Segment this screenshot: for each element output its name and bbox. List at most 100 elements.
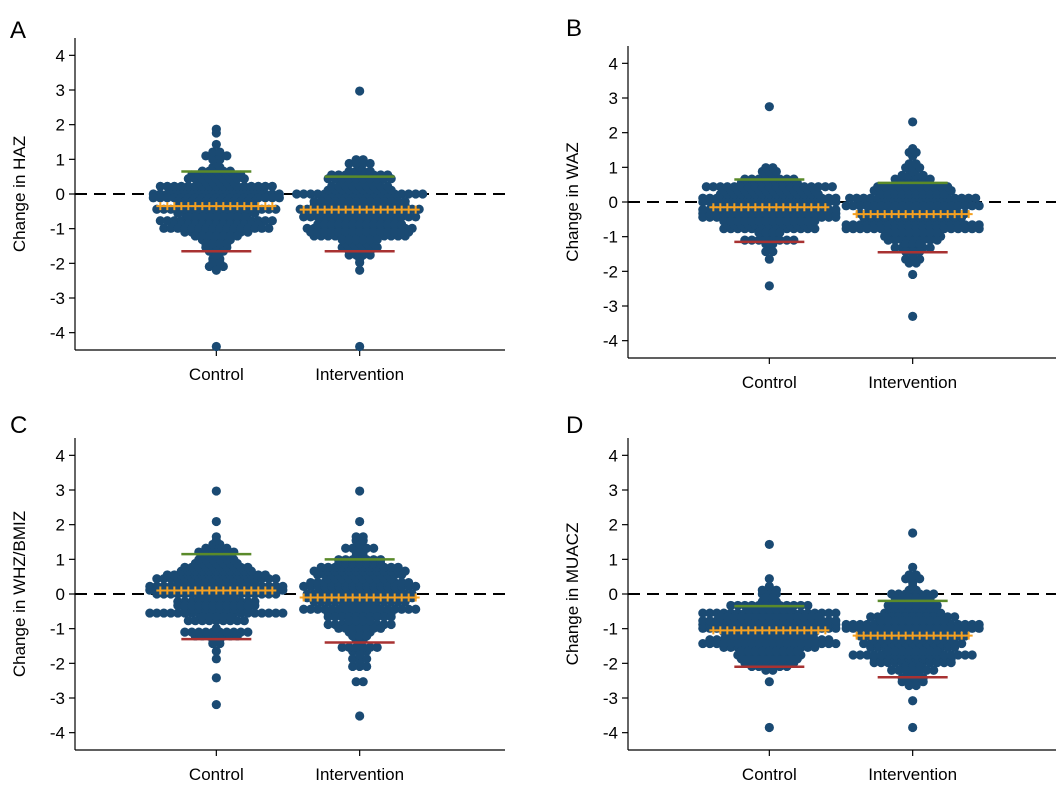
data-point — [173, 608, 183, 618]
data-point — [355, 711, 365, 721]
y-tick-label: -3 — [603, 689, 618, 708]
data-point — [747, 638, 757, 649]
data-point — [883, 623, 893, 633]
data-point — [768, 216, 778, 226]
y-tick-label: -2 — [50, 654, 65, 673]
y-tick-label: 0 — [56, 185, 65, 204]
data-point — [922, 182, 932, 192]
data-point — [764, 612, 774, 622]
data-point — [330, 208, 340, 218]
data-point — [362, 227, 372, 237]
data-point — [698, 193, 708, 203]
data-point — [232, 212, 242, 222]
data-point — [351, 616, 361, 626]
mean-marker — [327, 205, 336, 214]
data-point — [229, 223, 239, 233]
mean-marker — [306, 593, 315, 602]
data-point — [180, 600, 190, 611]
data-point — [379, 612, 389, 622]
data-point — [390, 219, 400, 230]
data-point — [775, 638, 785, 649]
data-point — [918, 170, 928, 180]
data-point — [411, 581, 421, 591]
data-point — [705, 616, 715, 626]
data-point — [775, 227, 785, 238]
data-point — [208, 258, 218, 268]
data-point — [229, 627, 239, 637]
y-tick-label: 3 — [56, 81, 65, 100]
data-point — [162, 216, 172, 226]
data-point — [264, 223, 274, 233]
data-point — [211, 673, 221, 683]
data-point — [369, 604, 379, 614]
data-point — [397, 189, 407, 199]
mean-marker — [915, 210, 924, 219]
mean-marker — [254, 202, 263, 211]
data-point — [736, 654, 746, 664]
data-point — [789, 216, 799, 226]
mean-marker — [411, 205, 420, 214]
data-point — [715, 612, 725, 622]
data-point — [796, 216, 806, 226]
data-point — [271, 608, 281, 618]
data-point — [351, 677, 361, 687]
data-point — [201, 151, 211, 161]
data-point — [761, 593, 771, 603]
data-point — [190, 616, 200, 626]
data-point — [369, 227, 379, 237]
data-point — [337, 612, 347, 622]
data-point — [376, 604, 386, 614]
data-point — [155, 193, 165, 203]
data-point — [911, 227, 921, 238]
data-point — [232, 231, 242, 241]
data-point — [764, 102, 774, 112]
data-point — [334, 227, 344, 237]
y-tick-label: 0 — [56, 585, 65, 604]
data-point — [904, 646, 914, 656]
data-point — [211, 124, 221, 134]
mean-marker — [299, 593, 308, 602]
data-point — [908, 144, 918, 154]
mean-marker — [170, 202, 179, 211]
data-point — [904, 616, 914, 626]
data-point — [953, 224, 963, 234]
data-point — [215, 638, 225, 649]
mean-marker — [397, 205, 406, 214]
data-point — [960, 650, 970, 660]
data-point — [922, 665, 932, 675]
data-point — [764, 722, 774, 733]
data-point — [764, 281, 774, 291]
mean-marker — [334, 205, 343, 214]
data-point — [173, 197, 183, 207]
data-point — [211, 646, 221, 656]
data-point — [911, 570, 921, 580]
data-point — [764, 631, 774, 641]
data-point — [764, 539, 774, 550]
data-point — [393, 562, 403, 572]
mean-marker — [852, 210, 861, 219]
data-point — [887, 182, 897, 192]
y-tick-label: -4 — [50, 724, 65, 743]
data-point — [211, 265, 221, 275]
data-point — [309, 208, 319, 218]
data-point — [260, 181, 270, 191]
mean-marker — [758, 626, 767, 635]
data-point — [876, 650, 886, 660]
data-point — [862, 623, 872, 633]
mean-marker — [341, 593, 350, 602]
data-point — [267, 216, 277, 226]
data-point — [358, 155, 368, 165]
mean-marker — [936, 210, 945, 219]
mean-marker — [929, 210, 938, 219]
data-point — [211, 212, 221, 222]
mean-marker — [348, 593, 357, 602]
data-point — [820, 182, 830, 192]
data-point — [883, 227, 893, 238]
data-point — [757, 646, 767, 656]
panel-label: A — [10, 17, 26, 44]
data-point — [911, 680, 921, 691]
data-point — [778, 646, 788, 656]
data-point — [211, 231, 221, 241]
data-point — [190, 212, 200, 222]
data-point — [365, 158, 375, 169]
